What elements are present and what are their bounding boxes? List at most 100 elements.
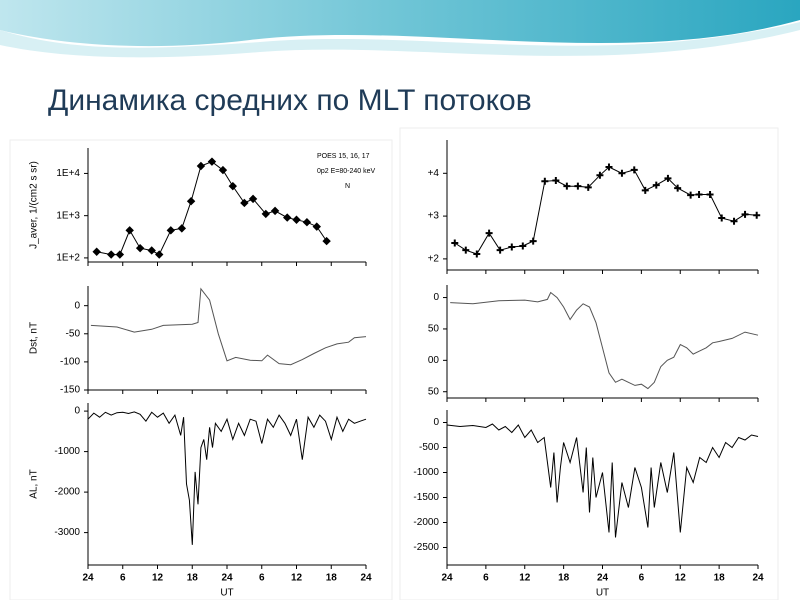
x-tick-label: 24 <box>82 573 94 584</box>
data-point <box>283 213 292 222</box>
data-point <box>630 166 638 174</box>
y-tick-label: -100 <box>60 357 80 368</box>
y-tick-label: -50 <box>66 328 81 339</box>
annotation: N <box>345 183 350 190</box>
y-axis-label: J_aver, 1/(cm2 s sr) <box>29 161 40 249</box>
header-wave <box>0 0 800 47</box>
data-point <box>240 198 249 208</box>
data-point <box>248 194 258 204</box>
y-tick-label: -3000 <box>54 527 80 538</box>
y-tick-label: -1500 <box>413 492 439 503</box>
y-tick-label: -2000 <box>413 517 439 528</box>
y-axis-label: AL, nT <box>29 469 40 498</box>
data-point <box>741 210 749 218</box>
x-tick-label: 12 <box>291 573 303 584</box>
x-tick-label: 24 <box>752 573 764 584</box>
data-point <box>652 181 660 189</box>
data-point <box>753 211 761 219</box>
x-tick-label: 18 <box>558 573 570 584</box>
x-tick-label: 12 <box>152 573 164 584</box>
data-line <box>87 411 367 545</box>
data-point <box>674 184 682 192</box>
data-line <box>446 423 759 538</box>
data-point <box>641 186 649 194</box>
data-point <box>552 176 560 184</box>
y-tick-label: 1E+2 <box>56 253 80 264</box>
x-tick-label: 6 <box>639 573 645 584</box>
annotation: POES 15, 16, 17 <box>317 153 370 160</box>
data-point <box>473 250 481 258</box>
y-tick-label: 50 <box>428 386 440 397</box>
y-tick-label: +2 <box>428 254 440 265</box>
data-point <box>584 183 592 191</box>
y-tick-label: -150 <box>60 385 80 396</box>
y-tick-label: +4 <box>428 168 440 179</box>
data-point <box>462 246 470 254</box>
y-tick-label: 0 <box>433 292 439 303</box>
y-tick-label: -1000 <box>54 446 80 457</box>
right-panel <box>399 127 779 600</box>
y-tick-label: -2000 <box>54 487 80 498</box>
x-tick-label: 24 <box>360 573 372 584</box>
data-point <box>541 177 549 185</box>
x-tick-label: 6 <box>259 573 265 584</box>
data-line <box>454 166 757 255</box>
data-point <box>451 239 459 247</box>
data-point <box>228 181 237 191</box>
y-tick-label: -2500 <box>413 542 439 553</box>
data-point <box>312 222 321 231</box>
x-tick-label: 24 <box>441 573 453 584</box>
data-point <box>125 226 134 235</box>
y-tick-label: -500 <box>419 442 439 453</box>
data-point <box>664 174 672 182</box>
data-point <box>147 246 156 255</box>
data-point <box>718 214 726 222</box>
annotation: 0p2 E=80-240 keV <box>317 168 376 175</box>
data-point <box>196 161 206 171</box>
data-point <box>115 250 125 259</box>
data-point <box>270 206 280 216</box>
y-axis-label: Dst, nT <box>29 322 40 354</box>
x-tick-label: 18 <box>187 573 199 584</box>
data-point <box>574 182 582 190</box>
data-point <box>519 242 527 250</box>
slide-title: Динамика средних по MLT потоков <box>48 84 532 117</box>
data-point <box>508 243 516 251</box>
x-tick-label: 24 <box>597 573 609 584</box>
data-point <box>106 250 116 259</box>
y-tick-label: +3 <box>428 211 440 222</box>
data-point <box>687 191 695 199</box>
data-point <box>496 246 504 254</box>
x-axis-label: UT <box>596 588 609 599</box>
data-point <box>261 209 271 219</box>
data-point <box>166 226 176 235</box>
y-tick-label: 50 <box>428 324 440 335</box>
x-tick-label: 18 <box>714 573 726 584</box>
left-panel <box>9 139 393 600</box>
y-tick-label: 0 <box>74 406 80 417</box>
data-point <box>563 182 571 190</box>
data-point <box>529 237 537 245</box>
y-tick-label: 0 <box>74 300 80 311</box>
data-point <box>302 218 312 227</box>
y-tick-label: 1E+4 <box>56 168 80 179</box>
data-point <box>605 163 613 171</box>
x-tick-label: 6 <box>120 573 126 584</box>
data-point <box>135 243 145 253</box>
y-tick-label: -1000 <box>413 467 439 478</box>
x-axis-label: UT <box>220 588 233 599</box>
data-point <box>207 157 217 166</box>
data-point <box>155 250 164 259</box>
data-point <box>292 215 301 224</box>
data-point <box>618 169 626 177</box>
y-tick-label: 0 <box>433 417 439 428</box>
data-line <box>90 287 367 366</box>
x-tick-label: 6 <box>483 573 489 584</box>
data-line <box>450 291 759 390</box>
data-point <box>730 217 738 225</box>
x-tick-label: 24 <box>221 573 233 584</box>
x-tick-label: 12 <box>519 573 531 584</box>
y-tick-label: 00 <box>428 355 440 366</box>
x-tick-label: 12 <box>675 573 687 584</box>
